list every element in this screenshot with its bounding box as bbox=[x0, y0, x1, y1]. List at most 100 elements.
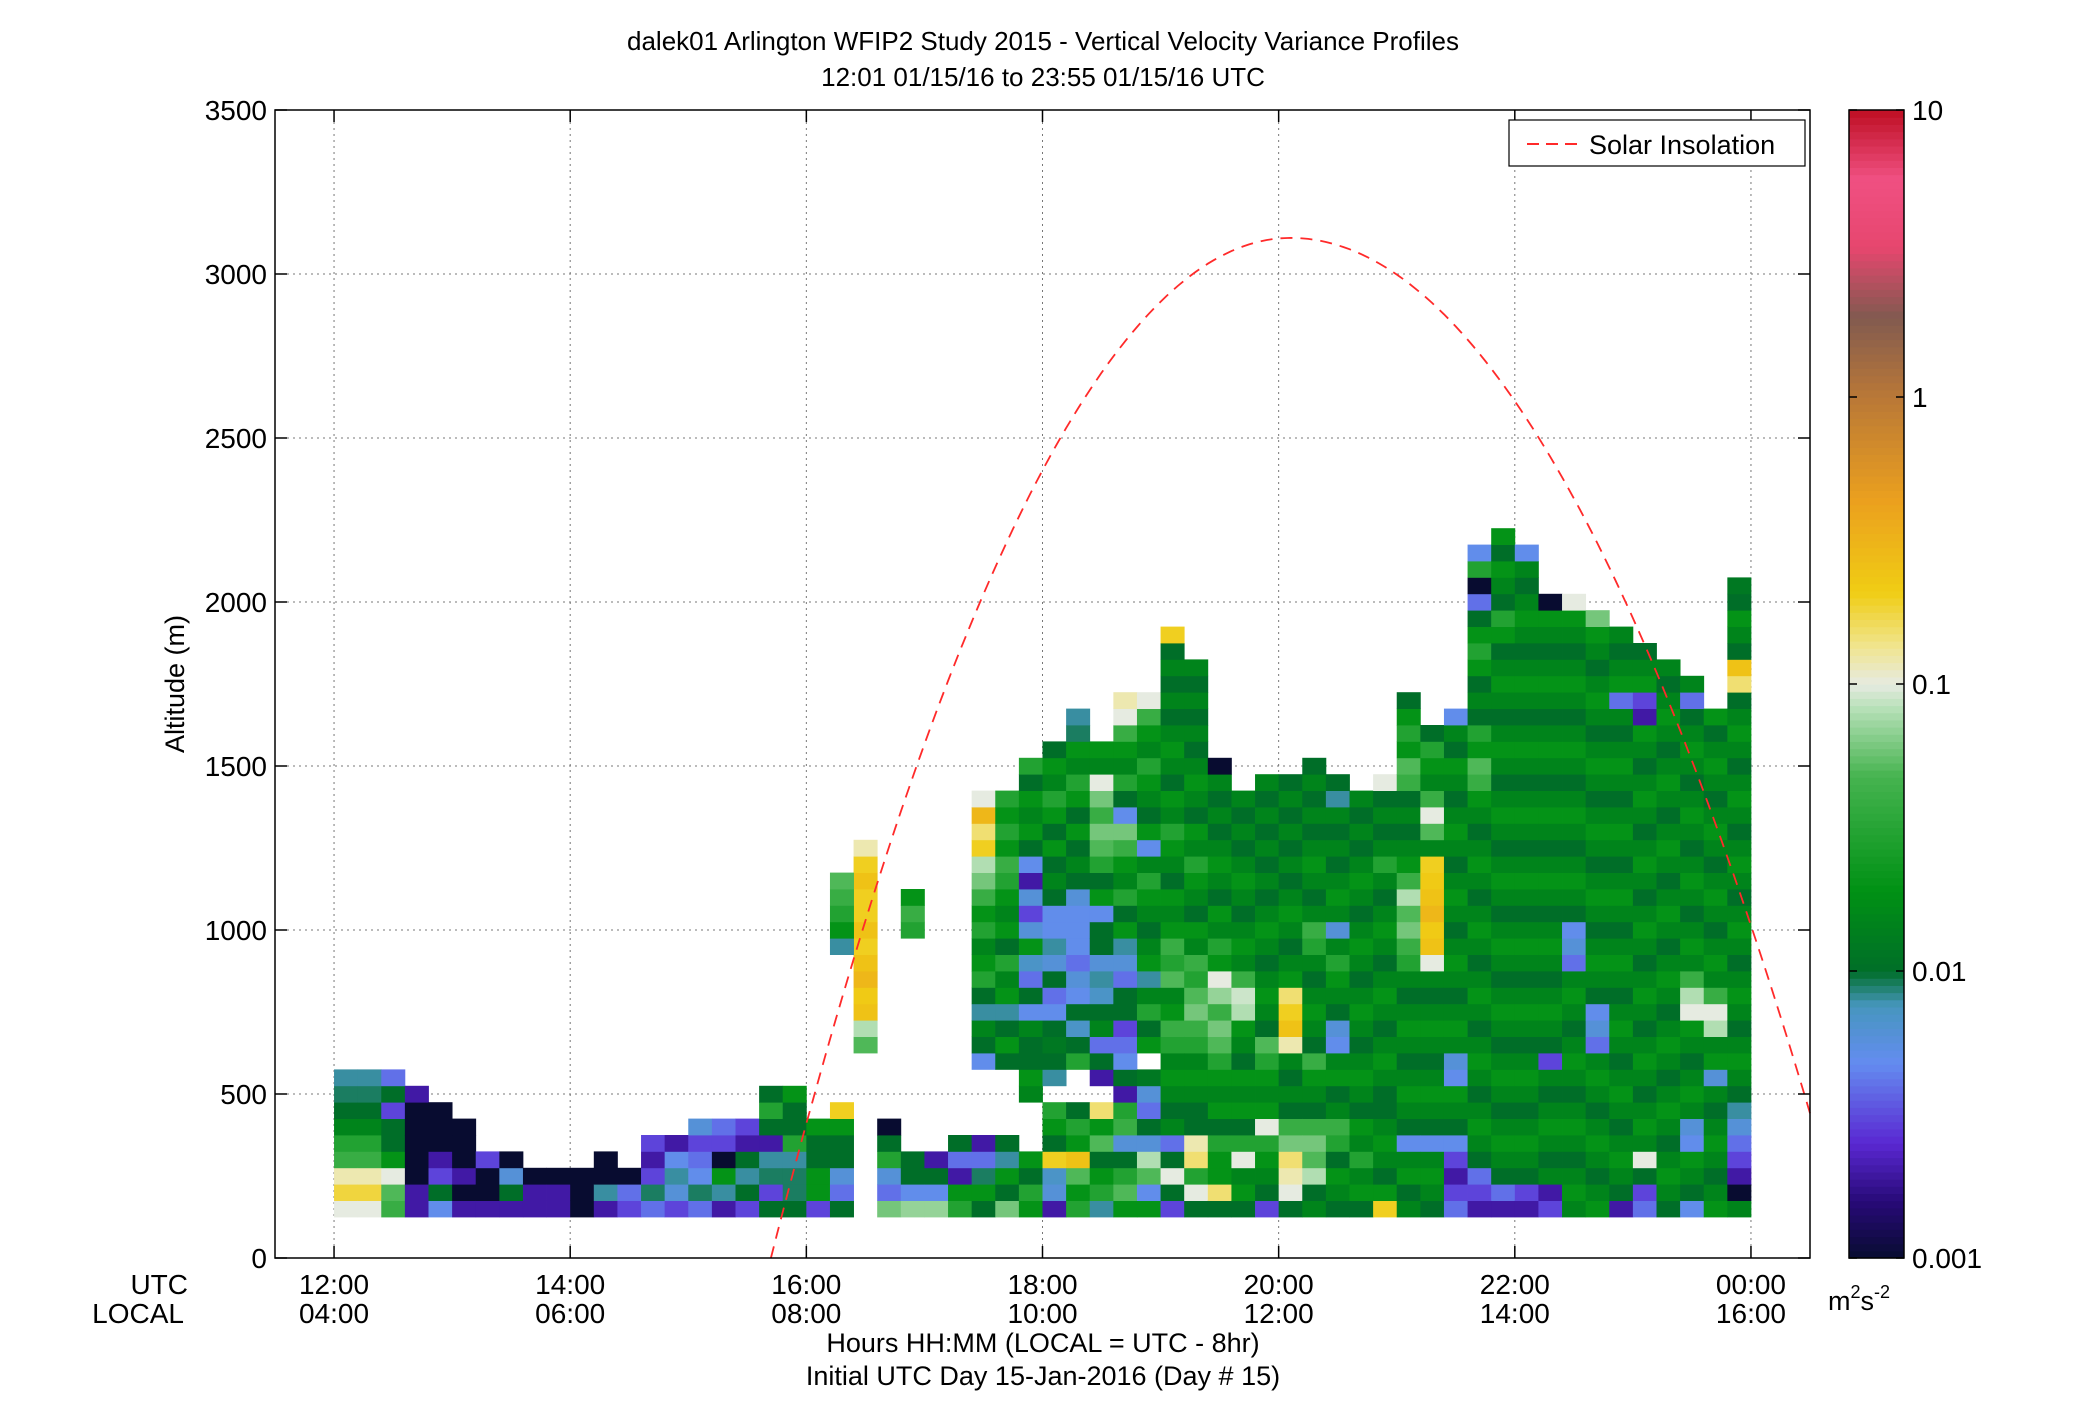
heatmap-cell bbox=[1018, 1020, 1043, 1037]
heatmap-cell bbox=[1491, 643, 1516, 660]
heatmap-cell bbox=[1656, 839, 1681, 857]
colorbar-segment bbox=[1849, 1064, 1904, 1073]
heatmap-cell bbox=[1538, 987, 1563, 1005]
heatmap-cell bbox=[971, 921, 996, 939]
colorbar-segment bbox=[1849, 167, 1904, 176]
heatmap-cell bbox=[1680, 725, 1705, 742]
heatmap-cell bbox=[664, 1184, 689, 1201]
x-tick-label-utc: 18:00 bbox=[1007, 1269, 1077, 1300]
heatmap-cell bbox=[522, 1184, 547, 1201]
heatmap-cell bbox=[1396, 971, 1421, 988]
heatmap-cell bbox=[1373, 790, 1398, 808]
heatmap-cell bbox=[995, 905, 1020, 923]
heatmap-cell bbox=[1325, 1118, 1350, 1136]
heatmap-cell bbox=[1349, 1184, 1374, 1201]
heatmap-cell bbox=[1443, 954, 1468, 972]
colorbar-segment bbox=[1849, 669, 1904, 678]
colorbar-segment bbox=[1849, 820, 1904, 829]
heatmap-cell bbox=[1349, 1036, 1374, 1054]
heatmap-cell bbox=[1467, 544, 1492, 562]
heatmap-cell bbox=[1491, 971, 1516, 988]
colorbar-segment bbox=[1849, 684, 1904, 692]
heatmap-cell bbox=[1160, 1167, 1185, 1185]
heatmap-cell bbox=[334, 1102, 359, 1119]
heatmap-cell bbox=[1538, 889, 1563, 906]
x-tick-label-utc: 22:00 bbox=[1480, 1269, 1550, 1300]
heatmap-cell bbox=[1585, 839, 1610, 857]
heatmap-cell bbox=[1420, 971, 1445, 988]
colorbar-segment bbox=[1849, 217, 1904, 226]
heatmap-cell bbox=[1538, 659, 1563, 677]
heatmap-cell bbox=[1491, 577, 1516, 595]
heatmap-cell bbox=[1632, 643, 1657, 660]
heatmap-cell bbox=[1680, 692, 1705, 709]
heatmap-cell bbox=[1656, 1085, 1681, 1103]
heatmap-cell bbox=[1396, 954, 1421, 972]
heatmap-cell bbox=[1632, 1102, 1657, 1119]
heatmap-cell bbox=[829, 872, 854, 890]
heatmap-cell bbox=[1113, 807, 1138, 824]
heatmap-cell bbox=[1514, 790, 1539, 808]
heatmap-cell bbox=[1727, 725, 1752, 742]
heatmap-cell bbox=[1136, 1085, 1161, 1103]
heatmap-cell bbox=[1302, 987, 1327, 1005]
heatmap-cell bbox=[1396, 889, 1421, 906]
heatmap-cell bbox=[1278, 790, 1303, 808]
heatmap-cell bbox=[711, 1167, 736, 1185]
heatmap-cell bbox=[1680, 921, 1705, 939]
colorbar-segment bbox=[1849, 310, 1904, 319]
heatmap-cell bbox=[1231, 1135, 1256, 1152]
heatmap-cell bbox=[1609, 659, 1634, 677]
heatmap-cell bbox=[1703, 1200, 1728, 1218]
heatmap-cell bbox=[806, 1184, 831, 1201]
heatmap-cell bbox=[1632, 807, 1657, 824]
heatmap-cell bbox=[1632, 1200, 1657, 1218]
heatmap-cell bbox=[1609, 872, 1634, 890]
heatmap-cell bbox=[1136, 1036, 1161, 1054]
heatmap-cell bbox=[1349, 1135, 1374, 1152]
heatmap-cell bbox=[1514, 1085, 1539, 1103]
heatmap-cell bbox=[1207, 1036, 1232, 1054]
heatmap-cell bbox=[1136, 1151, 1161, 1169]
colorbar-segment bbox=[1849, 655, 1904, 664]
heatmap-cell bbox=[1514, 1069, 1539, 1087]
x-tick-label-local: 08:00 bbox=[771, 1298, 841, 1329]
heatmap-cell bbox=[1373, 1036, 1398, 1054]
heatmap-cell bbox=[1278, 1003, 1303, 1021]
colorbar-segment bbox=[1849, 712, 1904, 721]
heatmap-cell bbox=[1184, 856, 1209, 873]
heatmap-cell bbox=[1467, 708, 1492, 726]
heatmap-cell bbox=[1491, 610, 1516, 627]
heatmap-cell bbox=[1396, 856, 1421, 873]
heatmap-cell bbox=[452, 1118, 477, 1136]
heatmap-cell bbox=[1656, 872, 1681, 890]
heatmap-cell bbox=[1538, 593, 1563, 611]
heatmap-cell bbox=[1514, 1135, 1539, 1152]
heatmap-cell bbox=[1278, 823, 1303, 841]
heatmap-cell bbox=[1278, 921, 1303, 939]
heatmap-cell bbox=[1396, 839, 1421, 857]
heatmap-cell bbox=[1632, 889, 1657, 906]
heatmap-cell bbox=[1231, 807, 1256, 824]
heatmap-cell bbox=[1585, 675, 1610, 693]
heatmap-cell bbox=[711, 1118, 736, 1136]
heatmap-cell bbox=[1585, 1020, 1610, 1037]
heatmap-cell bbox=[853, 954, 878, 972]
heatmap-cell bbox=[1136, 954, 1161, 972]
heatmap-cell bbox=[1113, 971, 1138, 988]
colorbar-segment bbox=[1849, 1214, 1904, 1223]
heatmap-cell bbox=[1562, 938, 1587, 955]
heatmap-cell bbox=[1562, 1184, 1587, 1201]
heatmap-cell bbox=[1562, 889, 1587, 906]
colorbar-segment bbox=[1849, 504, 1904, 513]
heatmap-cell bbox=[1703, 905, 1728, 923]
heatmap-cell bbox=[1136, 807, 1161, 824]
heatmap-cell bbox=[1018, 938, 1043, 955]
heatmap-cell bbox=[1562, 1118, 1587, 1136]
heatmap-cell bbox=[1089, 1167, 1114, 1185]
heatmap-cell bbox=[1160, 856, 1185, 873]
heatmap-cell bbox=[1136, 1135, 1161, 1152]
heatmap-cell bbox=[1491, 889, 1516, 906]
heatmap-cell bbox=[1113, 905, 1138, 923]
colorbar-unit-exp2: -2 bbox=[1874, 1282, 1890, 1302]
